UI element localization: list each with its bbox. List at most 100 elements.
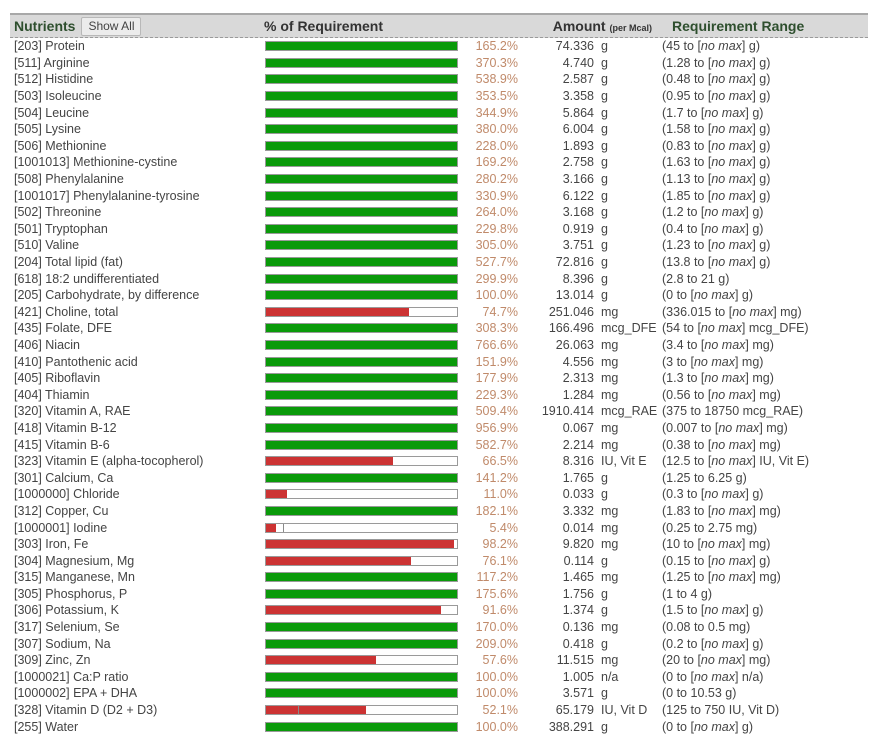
requirement-progress-bar — [265, 57, 458, 68]
no-max-label: no max — [711, 155, 753, 170]
pct-of-requirement: 766.6% — [475, 337, 518, 352]
requirement-bar-cell — [262, 439, 462, 450]
table-row: [435] Folate, DFE 308.3% 166.496 mcg_DFE… — [10, 320, 868, 337]
requirement-bar-fill — [266, 423, 457, 432]
show-all-button[interactable]: Show All — [81, 16, 142, 36]
requirement-progress-bar — [265, 240, 458, 251]
no-max-label: no max — [711, 454, 753, 469]
requirement-progress-bar — [265, 373, 458, 384]
amount-value: 65.179 — [555, 703, 594, 718]
amount-unit: g — [601, 188, 608, 203]
pct-of-requirement: 353.5% — [475, 89, 518, 104]
table-row: [1000000] Chloride 11.0% 0.033 g (0.3 to… — [10, 486, 868, 503]
amount-unit: g — [601, 72, 608, 87]
no-max-label: no max — [693, 719, 735, 734]
requirement-range: (1.58 to [no max] g) — [662, 122, 771, 137]
table-row: [418] Vitamin B-12 956.9% 0.067 mg (0.00… — [10, 420, 868, 437]
table-row: [508] Phenylalanine 280.2% 3.166 g (1.13… — [10, 171, 868, 188]
amount-unit: mg — [601, 653, 619, 668]
requirement-range: (1.3 to [no max] mg) — [662, 371, 774, 386]
pct-of-requirement: 117.2% — [476, 570, 518, 585]
no-max-label: no max — [711, 387, 753, 402]
nutrient-name: [317] Selenium, Se — [14, 620, 120, 635]
no-max-label: no max — [711, 55, 753, 70]
requirement-bar-fill — [266, 42, 457, 51]
amount-unit: mg — [601, 570, 619, 585]
amount-unit: mg — [601, 420, 619, 435]
no-max-label: no max — [711, 437, 753, 452]
pct-of-requirement: 308.3% — [475, 321, 518, 336]
table-row: [501] Tryptophan 229.8% 0.919 g (0.4 to … — [10, 221, 868, 238]
requirement-bar-fill — [266, 473, 457, 482]
amount-value: 1.005 — [562, 669, 594, 684]
table-row: [303] Iron, Fe 98.2% 9.820 mg (10 to [no… — [10, 536, 868, 553]
table-row: [510] Valine 305.0% 3.751 g (1.23 to [no… — [10, 237, 868, 254]
amount-unit: g — [601, 553, 608, 568]
nutrient-name: [421] Choline, total — [14, 304, 119, 319]
requirement-bar-fill — [266, 224, 457, 233]
table-row: [505] Lysine 380.0% 6.004 g (1.58 to [no… — [10, 121, 868, 138]
nutrient-name: [502] Threonine — [14, 205, 102, 220]
requirement-progress-bar — [265, 688, 458, 699]
requirement-bar-cell — [262, 671, 462, 682]
nutrient-name: [410] Pantothenic acid — [14, 354, 138, 369]
amount-unit: IU, Vit E — [601, 454, 647, 469]
amount-unit: IU, Vit D — [601, 703, 648, 718]
nutrients-header: Nutrients Show All — [10, 16, 262, 36]
amount-value: 2.313 — [562, 371, 594, 386]
requirement-progress-bar — [265, 406, 458, 417]
requirement-progress-bar — [265, 273, 458, 284]
requirement-bar-fill — [266, 706, 366, 715]
amount-value: 1.465 — [562, 570, 594, 585]
requirement-range: (0.15 to [no max] g) — [662, 553, 771, 568]
amount-header: Amount (per Mcal) — [530, 18, 660, 34]
requirement-bar-cell — [262, 522, 462, 533]
requirement-bar-cell — [262, 74, 462, 85]
nutrient-name: [512] Histidine — [14, 72, 94, 87]
amount-unit: g — [601, 172, 608, 187]
pct-of-requirement: 264.0% — [475, 205, 518, 220]
nutrient-name: [203] Protein — [14, 39, 85, 54]
requirement-bar-fill — [266, 175, 457, 184]
pct-of-requirement: 11.0% — [483, 487, 518, 502]
requirement-bar-cell — [262, 157, 462, 168]
no-max-label: no max — [700, 321, 742, 336]
amount-value: 0.114 — [563, 553, 594, 568]
requirement-bar-cell — [262, 107, 462, 118]
requirement-range: (0.25 to 2.75 mg) — [662, 520, 758, 535]
requirement-bar-fill — [266, 324, 457, 333]
requirement-bar-fill — [266, 589, 457, 598]
requirement-bar-fill — [266, 523, 277, 532]
pct-of-requirement: 330.9% — [475, 188, 518, 203]
pct-of-requirement: 177.9% — [475, 371, 518, 386]
table-header: Nutrients Show All % of Requirement Amou… — [10, 13, 868, 38]
amount-unit: mg — [601, 503, 619, 518]
requirement-range: (3.4 to [no max] mg) — [662, 337, 774, 352]
requirement-bar-fill — [266, 689, 457, 698]
requirement-bar-cell — [262, 207, 462, 218]
table-row: [204] Total lipid (fat) 527.7% 72.816 g … — [10, 254, 868, 271]
nutrient-name: [304] Magnesium, Mg — [14, 553, 135, 568]
requirement-bar-fill — [266, 291, 457, 300]
requirement-bar-fill — [266, 623, 457, 632]
requirement-bar-cell — [262, 638, 462, 649]
table-row: [502] Threonine 264.0% 3.168 g (1.2 to [… — [10, 204, 868, 221]
requirement-progress-bar — [265, 389, 458, 400]
nutrient-name: [404] Thiamin — [14, 387, 90, 402]
amount-value: 3.571 — [562, 686, 594, 701]
table-row: [405] Riboflavin 177.9% 2.313 mg (1.3 to… — [10, 370, 868, 387]
nutrient-name: [506] Methionine — [14, 138, 107, 153]
requirement-range: (1.5 to [no max] g) — [662, 603, 764, 618]
requirement-range: (0.83 to [no max] g) — [662, 138, 771, 153]
amount-unit: mg — [601, 371, 619, 386]
table-row: [1000021] Ca:P ratio 100.0% 1.005 n/a (0… — [10, 669, 868, 686]
requirement-range-header: Requirement Range — [672, 18, 805, 34]
requirement-range: (1.7 to [no max] g) — [662, 105, 764, 120]
table-row: [1000002] EPA + DHA 100.0% 3.571 g (0 to… — [10, 685, 868, 702]
amount-value: 1.893 — [562, 138, 594, 153]
requirement-bar-cell — [262, 41, 462, 52]
requirement-range: (0.56 to [no max] mg) — [662, 387, 781, 402]
requirement-bar-cell — [262, 555, 462, 566]
no-max-label: no max — [704, 371, 746, 386]
amount-unit: g — [601, 205, 608, 220]
